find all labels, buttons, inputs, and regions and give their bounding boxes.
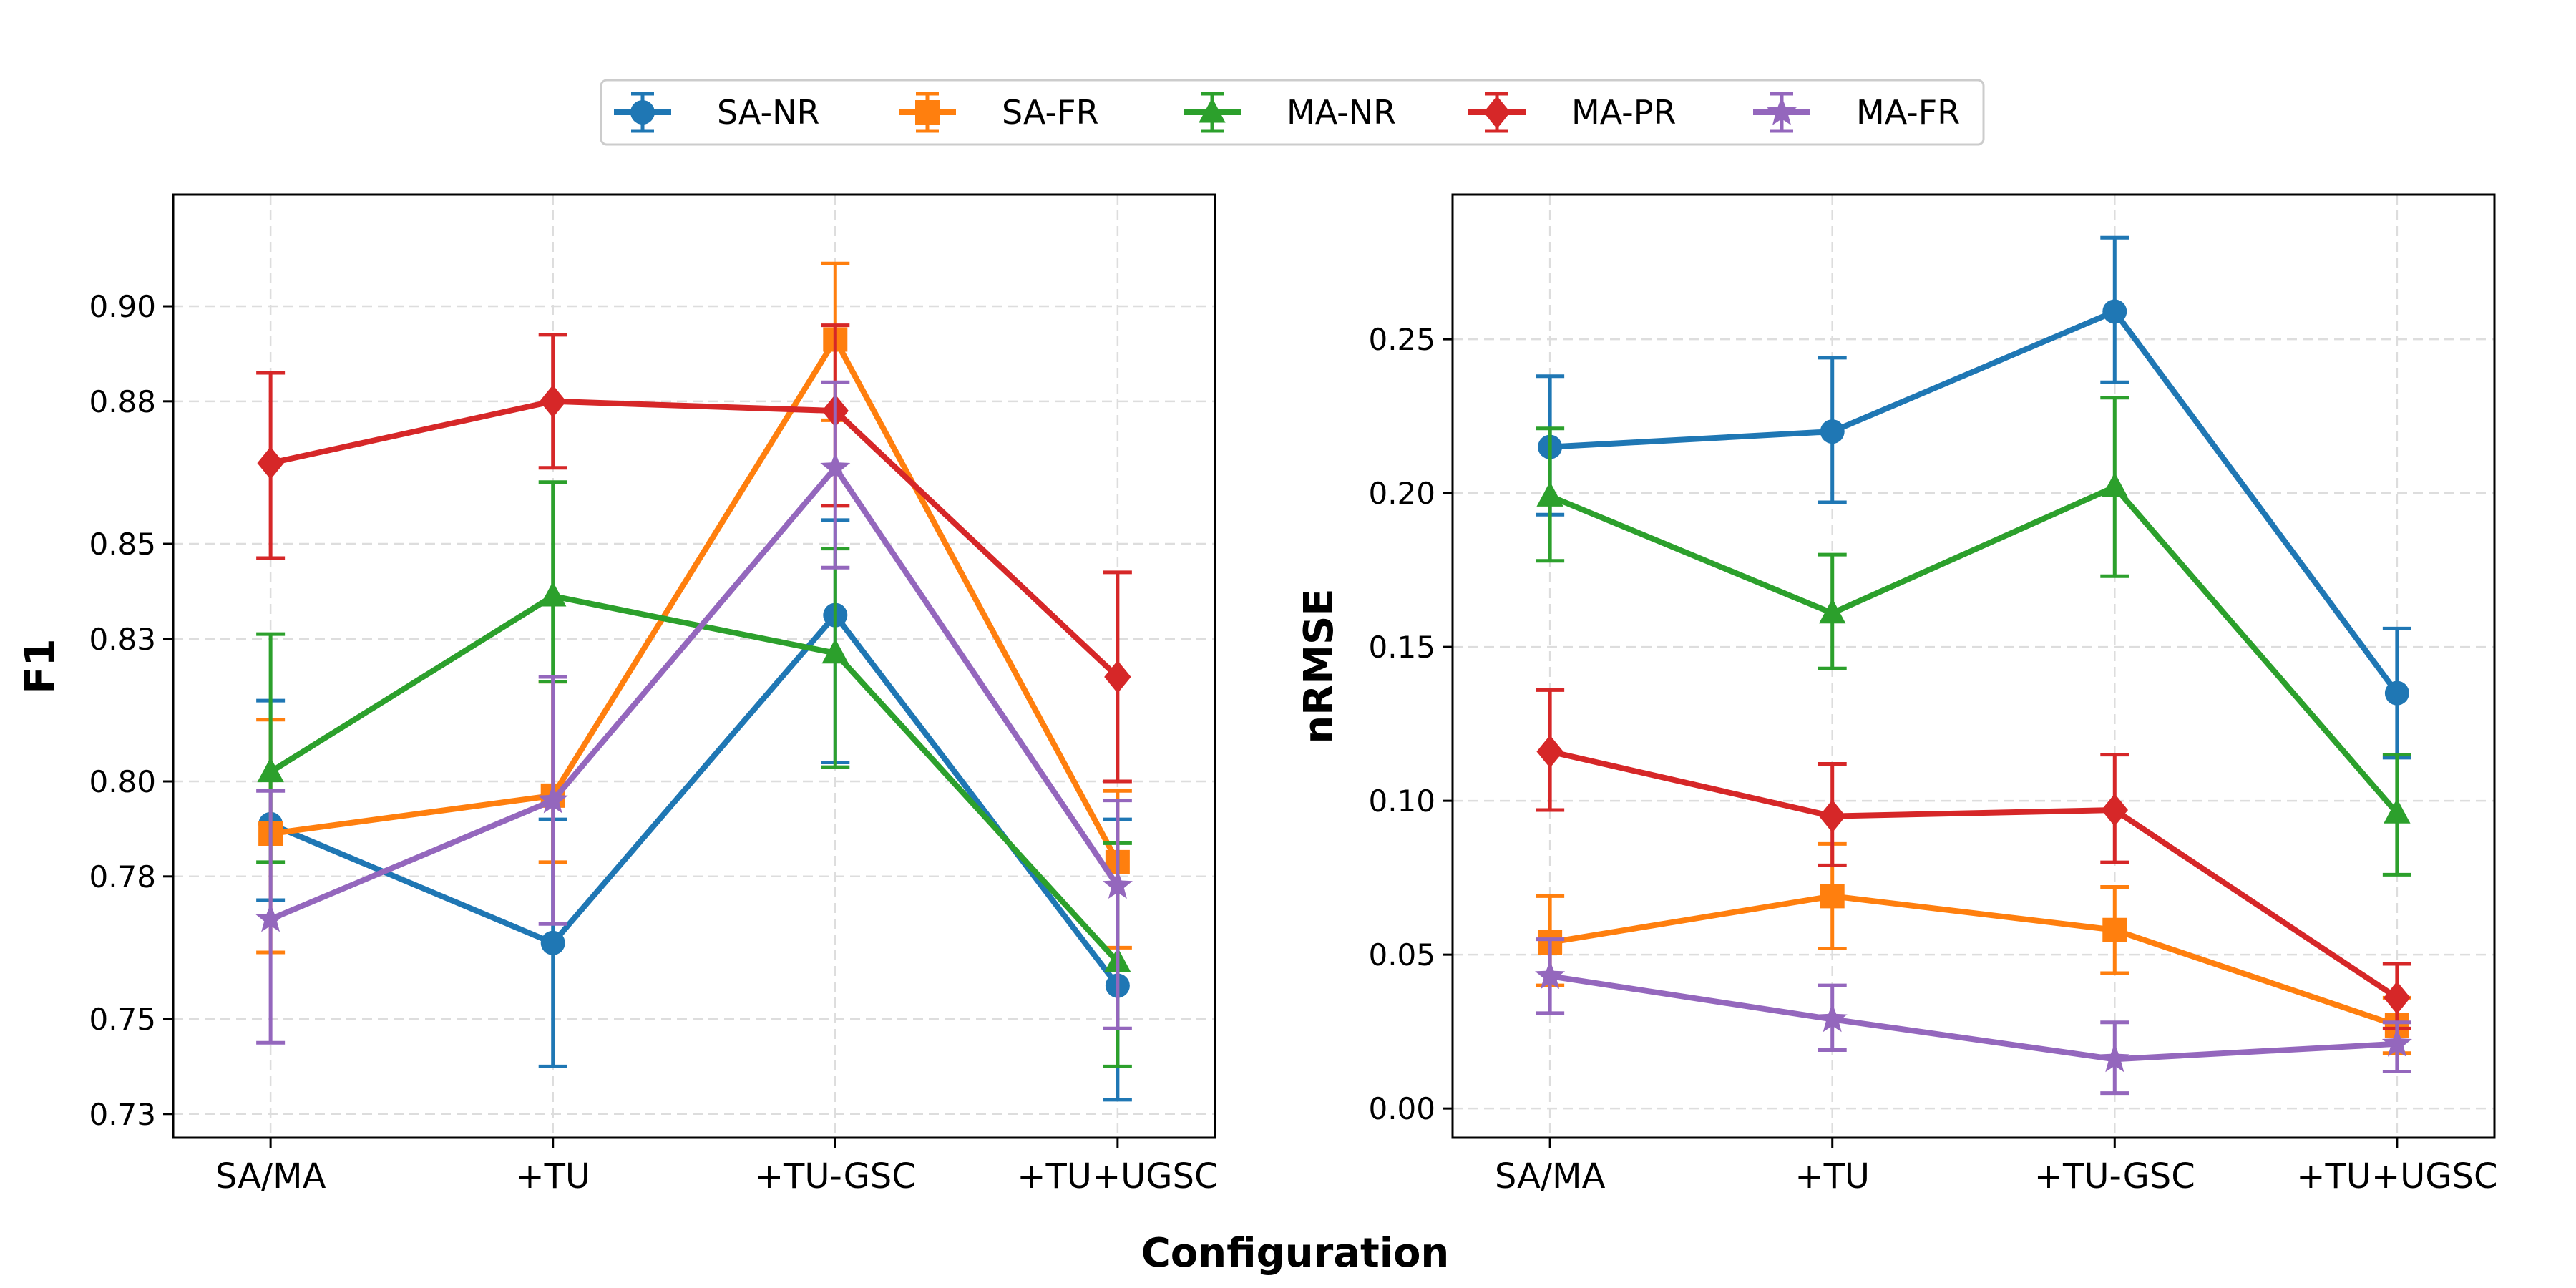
- series-line: [270, 398, 1120, 679]
- data-point: [820, 452, 851, 481]
- data-point: [2384, 981, 2411, 1015]
- axes-frame: [172, 193, 1216, 1139]
- series-sa-fr: [256, 261, 1132, 955]
- data-point: [540, 581, 567, 607]
- data-point: [255, 903, 286, 932]
- data-point: [2381, 1028, 2412, 1057]
- y-tick-label: 0.88: [89, 384, 156, 419]
- legend-frame: [600, 79, 1985, 146]
- series-line: [268, 593, 1120, 964]
- data-point: [1819, 598, 1846, 624]
- legend-marker: [915, 100, 940, 125]
- grid: [1453, 195, 2494, 1138]
- series-line: [1549, 893, 2399, 1028]
- x-tick-label: +TU+UGSC: [2296, 1156, 2497, 1196]
- legend-item-ma-nr: MA-NR: [1184, 92, 1396, 133]
- data-point: [1817, 1003, 1848, 1033]
- series-ma-pr: [1536, 688, 2411, 1030]
- series-ma-fr: [1535, 937, 2412, 1096]
- data-point: [2384, 680, 2409, 706]
- nrmse-chart-panel: 0.00 0.05 0.10 0.15 0.20 0.25 SA/MA +TU +TU-GSC +…: [1296, 193, 2497, 1196]
- legend-label: MA-PR: [1571, 93, 1676, 132]
- x-tick-label: +TU: [515, 1156, 590, 1196]
- data-point: [1820, 419, 1845, 444]
- series-line: [269, 612, 1121, 987]
- legend-label: MA-FR: [1856, 93, 1960, 132]
- y-axis-label: F1: [17, 638, 64, 693]
- data-point: [1536, 735, 1563, 769]
- y-axis-label: nRMSE: [1296, 588, 1342, 743]
- legend-item-ma-pr: MA-PR: [1468, 92, 1676, 133]
- series-line: [269, 464, 1121, 922]
- grid: [173, 195, 1215, 1138]
- data-point: [540, 384, 567, 418]
- series-line: [270, 336, 1121, 864]
- f1-chart-panel: 0.73 0.75 0.78 0.80 0.83 0.85 0.88 0.90 SA/MA +TU…: [17, 193, 1218, 1196]
- data-point: [1819, 799, 1846, 833]
- series-sa-nr: [256, 518, 1132, 1102]
- series-ma-nr: [1536, 396, 2411, 877]
- legend-item-ma-fr: MA-FR: [1753, 92, 1960, 133]
- data-point: [540, 930, 565, 955]
- data-point: [257, 447, 284, 480]
- legend-marker: [1199, 97, 1226, 123]
- y-tick-label: 0.83: [89, 622, 156, 657]
- data-point: [257, 757, 284, 783]
- y-tick-label: 0.25: [1368, 322, 1435, 357]
- data-point: [537, 784, 568, 814]
- x-tick-label: +TU-GSC: [2034, 1156, 2195, 1196]
- data-point: [2099, 1043, 2130, 1073]
- series-ma-fr: [255, 380, 1133, 1045]
- data-point: [2102, 917, 2127, 942]
- series-line: [1549, 748, 2399, 1000]
- data-point: [1536, 482, 1563, 507]
- legend-label: SA-FR: [1002, 93, 1099, 132]
- series-line: [1549, 973, 2398, 1063]
- axes-frame: [1451, 193, 2496, 1139]
- y-tick-label: 0.00: [1368, 1091, 1435, 1126]
- series-line: [1549, 308, 2400, 695]
- data-point: [2384, 798, 2411, 824]
- y-tick-label: 0.10: [1368, 784, 1435, 819]
- data-point: [2101, 472, 2128, 497]
- series-sa-fr: [1536, 841, 2411, 1055]
- data-point: [821, 638, 849, 664]
- data-point: [1104, 660, 1131, 693]
- series-ma-pr: [256, 323, 1132, 784]
- series-line: [1548, 484, 2399, 815]
- data-point: [1820, 884, 1845, 909]
- legend-label: SA-NR: [717, 93, 819, 132]
- x-tick-label: +TU+UGSC: [1017, 1156, 1218, 1196]
- y-tick-label: 0.73: [89, 1097, 156, 1132]
- legend-label: MA-NR: [1287, 93, 1396, 132]
- x-axis-label: Configuration: [1141, 1230, 1450, 1277]
- x-tick-label: SA/MA: [215, 1156, 326, 1196]
- y-tick-label: 0.05: [1368, 937, 1435, 972]
- y-tick-label: 0.80: [89, 764, 156, 799]
- y-tick-label: 0.85: [89, 527, 156, 562]
- legend-marker: [1483, 96, 1511, 129]
- y-tick-label: 0.15: [1368, 630, 1435, 665]
- error-bar: [821, 380, 850, 570]
- y-tick-label: 0.75: [89, 1002, 156, 1037]
- data-point: [1102, 870, 1133, 899]
- data-point: [2101, 794, 2128, 826]
- y-tick-label: 0.90: [89, 289, 156, 324]
- data-point: [2102, 299, 2127, 324]
- error-bar: [1103, 799, 1132, 1030]
- x-tick-label: SA/MA: [1495, 1156, 1606, 1196]
- data-point: [1535, 960, 1566, 990]
- legend-item-sa-fr: SA-FR: [899, 92, 1099, 133]
- y-tick-label: 0.78: [89, 859, 156, 894]
- legend-item-sa-nr: SA-NR: [614, 92, 819, 133]
- legend-marker: [1767, 96, 1797, 125]
- x-tick-label: +TU-GSC: [755, 1156, 916, 1196]
- y-tick-label: 0.20: [1368, 476, 1435, 511]
- legend-marker: [630, 100, 655, 125]
- legend: SA-NR SA-FR MA-NR MA-PR MA-FR: [600, 79, 1985, 146]
- x-tick-label: +TU: [1795, 1156, 1870, 1196]
